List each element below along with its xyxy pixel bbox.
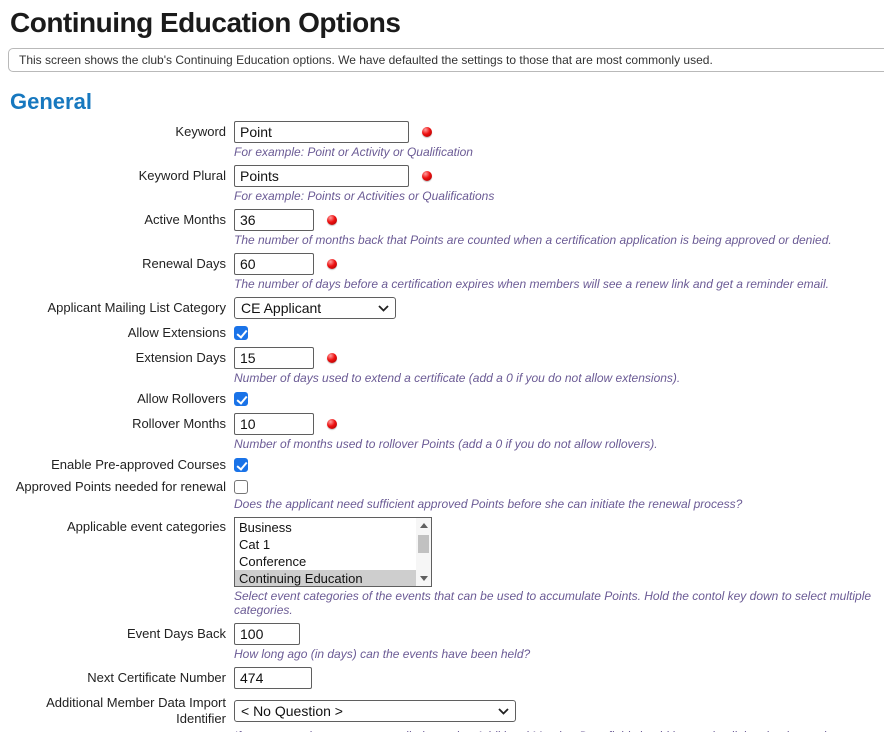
keyword-input[interactable] <box>234 121 409 143</box>
rollover-months-input[interactable] <box>234 413 314 435</box>
active-months-input[interactable] <box>234 209 314 231</box>
rollover-months-label: Rollover Months <box>132 416 226 431</box>
next-certificate-number-label: Next Certificate Number <box>87 670 226 685</box>
required-red-dot-icon <box>327 259 337 269</box>
event-categories-options: Business Cat 1 Conference Continuing Edu… <box>235 518 416 586</box>
next-certificate-number-input[interactable] <box>234 667 312 689</box>
mailing-list-selected-value: CE Applicant <box>241 300 322 316</box>
allow-rollovers-checkbox[interactable] <box>234 392 248 406</box>
rollover-months-help: Number of months used to rollover Points… <box>234 437 658 451</box>
approved-points-renewal-checkbox[interactable] <box>234 480 248 494</box>
allow-extensions-label: Allow Extensions <box>127 325 226 340</box>
approved-points-renewal-label: Approved Points needed for renewal <box>15 479 226 494</box>
keyword-plural-help: For example: Points or Activities or Qua… <box>234 189 495 203</box>
extension-days-input[interactable] <box>234 347 314 369</box>
required-red-dot-icon <box>422 127 432 137</box>
scroll-down-icon[interactable] <box>416 571 431 586</box>
event-categories-label: Applicable event categories <box>67 519 226 534</box>
listbox-option[interactable]: Conference <box>239 554 307 569</box>
chevron-down-icon <box>378 304 389 312</box>
event-categories-help: Select event categories of the events th… <box>234 589 872 617</box>
row-extension-days: Extension Days <box>0 347 884 369</box>
scroll-up-icon[interactable] <box>416 518 431 533</box>
row-keyword: Keyword <box>0 121 884 143</box>
event-days-back-input[interactable] <box>234 623 300 645</box>
event-days-back-help: How long ago (in days) can the events ha… <box>234 647 531 661</box>
row-mailing-list-category: Applicant Mailing List Category CE Appli… <box>0 297 884 319</box>
row-keyword-plural: Keyword Plural <box>0 165 884 187</box>
section-heading-general: General <box>10 89 92 114</box>
mailing-list-category-label: Applicant Mailing List Category <box>47 300 226 315</box>
listbox-option[interactable]: Business <box>239 520 292 535</box>
amd-import-identifier-select[interactable]: < No Question > <box>234 700 516 722</box>
listbox-option[interactable]: Cat 1 <box>239 537 271 552</box>
chevron-down-icon <box>498 707 509 715</box>
allow-extensions-checkbox[interactable] <box>234 326 248 340</box>
renewal-days-label: Renewal Days <box>142 256 226 271</box>
row-event-days-back: Event Days Back <box>0 623 884 645</box>
row-approved-points-renewal: Approved Points needed for renewal <box>0 479 884 495</box>
keyword-plural-label: Keyword Plural <box>138 168 226 183</box>
event-categories-listbox[interactable]: Business Cat 1 Conference Continuing Edu… <box>234 517 432 587</box>
row-next-certificate-number: Next Certificate Number <box>0 667 884 689</box>
allow-rollovers-label: Allow Rollovers <box>137 391 226 406</box>
extension-days-help: Number of days used to extend a certific… <box>234 371 681 385</box>
approved-points-renewal-help: Does the applicant need sufficient appro… <box>234 497 743 511</box>
active-months-label: Active Months <box>144 212 226 227</box>
options-form: Keyword For example: Point or Activity o… <box>0 121 884 732</box>
extension-days-label: Extension Days <box>135 350 226 365</box>
required-red-dot-icon <box>422 171 432 181</box>
amd-import-identifier-help: If you want to import course credit data… <box>234 729 884 732</box>
row-enable-preapproved: Enable Pre-approved Courses <box>0 457 884 473</box>
row-allow-rollovers: Allow Rollovers <box>0 391 884 407</box>
keyword-plural-input[interactable] <box>234 165 409 187</box>
amd-import-selected-value: < No Question > <box>241 703 343 719</box>
row-event-categories: Applicable event categories Business Cat… <box>0 517 884 587</box>
required-red-dot-icon <box>327 353 337 363</box>
event-days-back-label: Event Days Back <box>127 626 226 641</box>
keyword-label: Keyword <box>175 124 226 139</box>
enable-preapproved-checkbox[interactable] <box>234 458 248 472</box>
page-title: Continuing Education Options <box>10 7 401 38</box>
scrollbar-thumb[interactable] <box>418 535 429 553</box>
row-active-months: Active Months <box>0 209 884 231</box>
mailing-list-category-select[interactable]: CE Applicant <box>234 297 396 319</box>
required-red-dot-icon <box>327 215 337 225</box>
renewal-days-input[interactable] <box>234 253 314 275</box>
required-red-dot-icon <box>327 419 337 429</box>
row-allow-extensions: Allow Extensions <box>0 325 884 341</box>
listbox-scrollbar[interactable] <box>416 518 431 586</box>
scrollbar-track[interactable] <box>416 533 431 571</box>
active-months-help: The number of months back that Points ar… <box>234 233 832 247</box>
row-rollover-months: Rollover Months <box>0 413 884 435</box>
row-renewal-days: Renewal Days <box>0 253 884 275</box>
keyword-help: For example: Point or Activity or Qualif… <box>234 145 473 159</box>
amd-import-identifier-label: Additional Member Data Import Identifier <box>46 695 226 726</box>
info-banner: This screen shows the club's Continuing … <box>8 48 884 72</box>
enable-preapproved-label: Enable Pre-approved Courses <box>51 457 226 472</box>
renewal-days-help: The number of days before a certificatio… <box>234 277 829 291</box>
row-amd-import-identifier: Additional Member Data Import Identifier… <box>0 695 884 727</box>
listbox-option-selected[interactable]: Continuing Education <box>235 570 416 586</box>
